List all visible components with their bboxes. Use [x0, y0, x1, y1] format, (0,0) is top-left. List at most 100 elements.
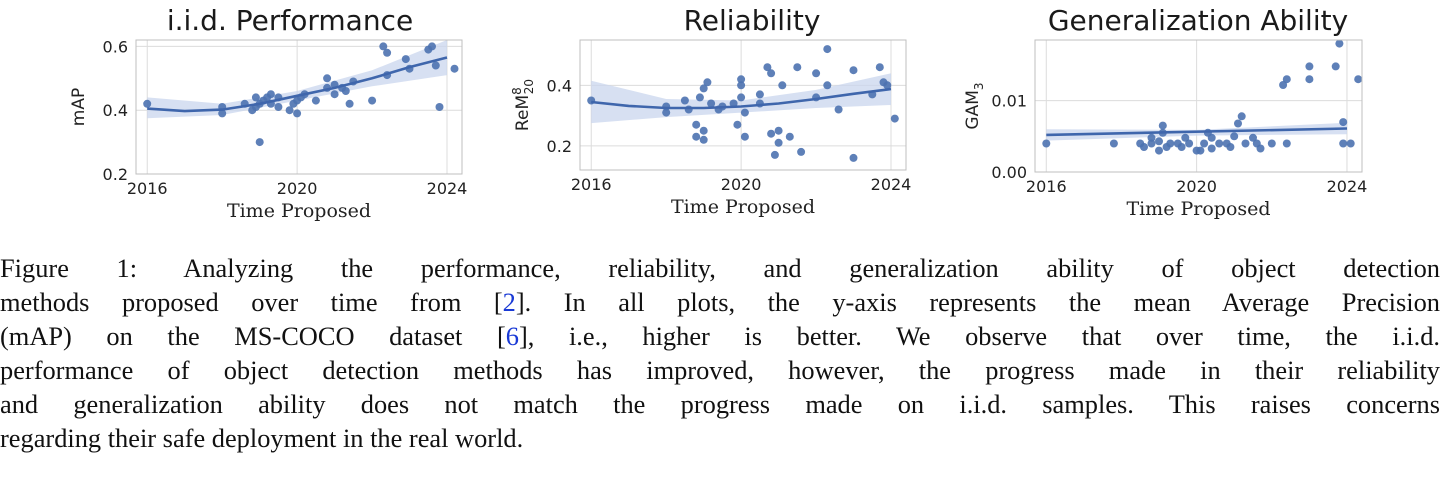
data-point	[695, 93, 704, 102]
data-point	[1042, 139, 1051, 148]
data-point	[692, 132, 701, 141]
y-axis-label: ReM820	[510, 79, 536, 131]
data-point	[755, 90, 764, 99]
y-axis-label-text: GAM	[963, 90, 983, 129]
x-tick-label: 2020	[1176, 177, 1217, 196]
data-point	[1196, 146, 1205, 155]
data-point	[740, 108, 749, 117]
x-tick-label: 2016	[1026, 177, 1067, 196]
data-point	[797, 147, 806, 156]
caption-line-3: (mAP) on the MS-COCO dataset [6], i.e., …	[0, 319, 1440, 353]
data-point	[1335, 39, 1344, 48]
data-point	[1166, 139, 1175, 148]
data-point	[1155, 146, 1163, 155]
data-point	[1305, 75, 1314, 84]
x-tick-label: 2020	[721, 175, 762, 194]
figure-caption: Figure 1: Analyzing the performance, rel…	[0, 251, 1440, 455]
data-point	[1200, 139, 1209, 148]
data-point	[703, 78, 712, 87]
data-point	[330, 90, 339, 99]
data-point	[1226, 143, 1235, 151]
data-point	[1339, 139, 1348, 148]
data-point	[1267, 139, 1276, 148]
data-point	[368, 96, 377, 105]
data-point	[323, 74, 332, 83]
data-point	[383, 48, 392, 57]
y-tick-label: 0.6	[103, 37, 128, 56]
y-tick-label: 0.4	[547, 76, 572, 95]
y-axis-label: mAP	[69, 88, 89, 126]
data-point	[1282, 139, 1291, 148]
data-point	[823, 45, 832, 54]
data-point	[849, 66, 858, 75]
data-point	[883, 81, 892, 90]
x-tick-label: 2020	[277, 179, 318, 198]
data-point	[274, 103, 283, 111]
data-point	[770, 150, 779, 159]
data-point	[1230, 132, 1239, 141]
figure-panels: i.i.d. Performance 2016 2020 2024 0.2 0.4 0.6 T…	[0, 0, 1440, 240]
data-point	[737, 81, 746, 90]
citation-link[interactable]: 6	[505, 321, 519, 351]
data-point	[1207, 133, 1216, 142]
y-axis-label-text: mAP	[69, 88, 89, 126]
caption-text: methods proposed over time from [	[0, 287, 503, 317]
data-point	[311, 96, 320, 105]
data-point	[1207, 144, 1216, 153]
citation-link[interactable]: 2	[502, 287, 516, 317]
y-axis-label: GAM3	[963, 82, 986, 129]
data-point	[767, 69, 776, 78]
chart-canvas: i.i.d. Performance 2016 2020 2024 0.2 0.4 0.6 T…	[69, 4, 1368, 222]
x-tick-label: 2016	[127, 179, 168, 198]
data-point	[1331, 62, 1340, 71]
data-point	[699, 135, 708, 144]
data-point	[812, 69, 821, 78]
data-point	[767, 129, 776, 138]
data-point	[1282, 75, 1291, 84]
data-point	[774, 126, 783, 135]
y-axis-label-text: ReM	[513, 95, 533, 131]
data-point	[255, 138, 264, 147]
chart-title: Reliability	[684, 4, 821, 37]
data-point	[1215, 139, 1224, 148]
x-axis-label: Time Proposed	[227, 200, 371, 222]
data-point	[1346, 139, 1355, 148]
data-point	[293, 109, 302, 118]
x-tick-label: 2024	[1327, 177, 1368, 196]
data-point	[1354, 75, 1363, 84]
caption-line-5: and generalization ability does not matc…	[0, 389, 1440, 419]
data-point	[266, 90, 275, 99]
data-point	[428, 42, 436, 51]
chart-panel-1: i.i.d. Performance 2016 2020 2024 0.2 0.4 0.6 T…	[69, 4, 467, 222]
data-point	[1241, 139, 1250, 148]
data-point	[1177, 143, 1186, 151]
data-point	[379, 42, 388, 51]
data-point	[1185, 139, 1194, 148]
data-point	[401, 55, 410, 64]
caption-text: ]. In all plots, the y-axis represents t…	[515, 287, 1440, 317]
y-axis-label-subscript: 3	[972, 82, 986, 90]
data-point	[1249, 133, 1257, 142]
data-point	[1339, 118, 1348, 127]
data-point	[1155, 137, 1163, 146]
chart-title: i.i.d. Performance	[167, 4, 413, 37]
caption-line-2: methods proposed over time from [2]. In …	[0, 285, 1440, 319]
data-point	[785, 132, 794, 141]
data-point	[737, 75, 746, 84]
data-point	[1234, 119, 1242, 128]
data-point	[435, 103, 444, 111]
plot-frame	[135, 39, 463, 175]
y-tick-label: 0.01	[991, 92, 1027, 111]
data-point	[1279, 81, 1288, 89]
data-point	[699, 84, 708, 93]
data-point	[143, 99, 152, 108]
data-point	[1158, 121, 1167, 130]
x-tick-label: 2016	[571, 175, 612, 194]
data-point	[733, 120, 742, 129]
data-point	[345, 99, 354, 108]
y-tick-label: 0.2	[103, 165, 128, 184]
data-point	[823, 81, 832, 90]
data-point	[740, 132, 749, 141]
data-point	[431, 61, 440, 70]
caption-line-1: Figure 1: Analyzing the performance, rel…	[0, 253, 1440, 283]
